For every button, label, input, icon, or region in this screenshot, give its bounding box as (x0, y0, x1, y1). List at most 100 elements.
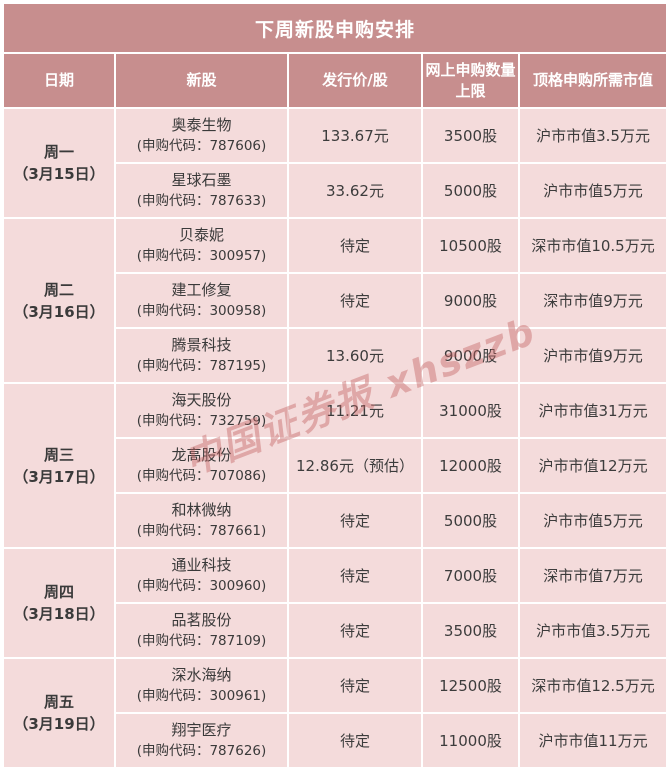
stock-name: 星球石墨 (171, 171, 232, 189)
stock-name: 通业科技 (171, 556, 232, 574)
issue-price: 待定 (287, 272, 423, 329)
stock-name: 贝泰妮 (178, 226, 224, 244)
stock-cell: 翔宇医疗 (申购代码：787626) (114, 712, 289, 769)
online-subscription-limit: 11000股 (421, 712, 520, 769)
column-header-row: 日期 新股 发行价/股 网上申购数量上限 顶格申购所需市值 (2, 52, 668, 109)
issue-price: 12.86元（预估） (287, 437, 423, 494)
stock-cell: 和林微纳 (申购代码：787661) (114, 492, 289, 549)
stock-row: 周三 （3月17日） 海天股份 (申购代码：732759) 11.21元 31000股 沪市… (2, 382, 668, 549)
stock-name: 腾景科技 (171, 336, 232, 354)
online-subscription-limit: 10500股 (421, 217, 520, 274)
stock-name: 和林微纳 (171, 501, 232, 519)
stock-row: 周五 （3月19日） 深水海纳 (申购代码：300961) 待定 12500股 深市市值12… (2, 657, 668, 769)
required-market-value: 深市市值7万元 (517, 547, 668, 604)
online-subscription-limit: 5000股 (421, 162, 520, 219)
stock-name: 建工修复 (171, 281, 232, 299)
required-market-value: 沪市市值12万元 (517, 437, 668, 494)
stock-row: 龙高股份 (申购代码：707086) 12.86元（预估） 12000股 沪市市值12万… (3, 437, 668, 494)
stock-row: 周四 （3月18日） 通业科技 (申购代码：300960) 待定 7000股 深市市值7万元 (2, 547, 668, 659)
subscription-code: (申购代码：787633) (136, 193, 267, 209)
subscription-code: (申购代码：300957) (136, 248, 267, 264)
weekday-label: 周五 (43, 693, 74, 711)
issue-price: 待定 (287, 657, 423, 714)
online-subscription-limit: 3500股 (421, 602, 520, 659)
stock-row: 建工修复 (申购代码：300958) 待定 9000股 深市市值9万元 (3, 272, 668, 329)
online-subscription-limit: 5000股 (421, 492, 520, 549)
stock-row: 腾景科技 (申购代码：787195) 13.60元 9000股 沪市市值9万元 (3, 327, 668, 384)
online-subscription-limit: 12000股 (421, 437, 520, 494)
stock-row: 周一 （3月15日） 奥泰生物 (申购代码：787606) 133.67元 3500股 沪市… (2, 107, 668, 219)
online-subscription-limit: 31000股 (421, 382, 520, 439)
stock-row: 星球石墨 (申购代码：787633) 33.62元 5000股 沪市市值5万元 (3, 162, 668, 219)
date-label: （3月19日） (13, 715, 105, 733)
subscription-code: (申购代码：300960) (136, 578, 267, 594)
subscription-code: (申购代码：787195) (136, 358, 267, 374)
online-subscription-limit: 3500股 (421, 107, 520, 164)
stock-name: 龙高股份 (171, 446, 232, 464)
date-label: （3月18日） (13, 605, 105, 623)
required-market-value: 深市市值12.5万元 (517, 657, 668, 714)
subscription-code: (申购代码：300961) (136, 688, 267, 704)
required-market-value: 沪市市值9万元 (517, 327, 668, 384)
online-subscription-limit: 7000股 (421, 547, 520, 604)
column-header-1: 新股 (114, 52, 289, 109)
subscription-code: (申购代码：787661) (136, 523, 267, 539)
date-cell: 周五 （3月19日） (2, 657, 116, 769)
required-market-value: 深市市值9万元 (517, 272, 668, 329)
stock-cell: 深水海纳 (申购代码：300961) (114, 657, 289, 714)
date-label: （3月17日） (13, 467, 105, 486)
weekday-label: 周四 (43, 583, 74, 601)
issue-price: 13.60元 (287, 327, 423, 384)
required-market-value: 沪市市值3.5万元 (517, 602, 668, 659)
issue-price: 待定 (287, 712, 423, 769)
required-market-value: 沪市市值5万元 (517, 492, 668, 549)
stock-cell: 贝泰妮 (申购代码：300957) (114, 217, 289, 274)
date-label: （3月16日） (13, 302, 105, 321)
issue-price: 133.67元 (287, 107, 423, 164)
issue-price: 待定 (287, 217, 423, 274)
subscription-code: (申购代码：787626) (136, 743, 267, 759)
subscription-code: (申购代码：707086) (136, 468, 267, 484)
issue-price: 待定 (287, 547, 423, 604)
table-body: 周一 （3月15日） 奥泰生物 (申购代码：787606) 133.67元 3500股 沪市… (2, 107, 668, 769)
stock-cell: 龙高股份 (申购代码：707086) (114, 437, 289, 494)
subscription-code: (申购代码：787606) (136, 138, 267, 154)
stock-name: 深水海纳 (171, 666, 232, 684)
stock-name: 翔宇医疗 (171, 721, 232, 739)
date-cell: 周一 （3月15日） (2, 107, 116, 219)
online-subscription-limit: 12500股 (421, 657, 520, 714)
subscription-code: (申购代码：787109) (136, 633, 267, 649)
online-subscription-limit: 9000股 (421, 272, 520, 329)
stock-row: 和林微纳 (申购代码：787661) 待定 5000股 沪市市值5万元 (3, 492, 668, 549)
required-market-value: 沪市市值31万元 (517, 382, 668, 439)
subscription-code: (申购代码：732759) (136, 413, 267, 429)
date-cell: 周二 （3月16日） (2, 217, 116, 384)
date-cell: 周三 （3月17日） (2, 382, 116, 549)
column-header-4: 顶格申购所需市值 (517, 52, 668, 109)
weekday-label: 周一 (43, 143, 74, 161)
page-title: 下周新股申购安排 (1, 2, 668, 54)
required-market-value: 深市市值10.5万元 (517, 217, 668, 274)
required-market-value: 沪市市值11万元 (517, 712, 668, 769)
title-row: 下周新股申购安排 (1, 2, 668, 54)
issue-price: 11.21元 (287, 382, 423, 439)
stock-cell: 海天股份 (申购代码：732759) (114, 382, 289, 439)
stock-cell: 通业科技 (申购代码：300960) (114, 547, 289, 604)
stock-row: 周二 （3月16日） 贝泰妮 (申购代码：300957) 待定 10500股 深市市值10.… (2, 217, 668, 384)
stock-cell: 奥泰生物 (申购代码：787606) (114, 107, 289, 164)
stock-name: 奥泰生物 (171, 116, 232, 134)
issue-price: 33.62元 (287, 162, 423, 219)
column-header-3: 网上申购数量上限 (421, 52, 520, 109)
required-market-value: 沪市市值3.5万元 (517, 107, 668, 164)
subscription-code: (申购代码：300958) (136, 303, 267, 319)
issue-price: 待定 (287, 492, 423, 549)
issue-price: 待定 (287, 602, 423, 659)
stock-name: 海天股份 (171, 391, 232, 409)
weekday-label: 周三 (43, 445, 74, 464)
date-label: （3月15日） (13, 165, 105, 183)
stock-name: 品茗股份 (171, 611, 232, 629)
stock-row: 品茗股份 (申购代码：787109) 待定 3500股 沪市市值3.5万元 (3, 602, 668, 659)
weekday-label: 周二 (43, 280, 74, 299)
